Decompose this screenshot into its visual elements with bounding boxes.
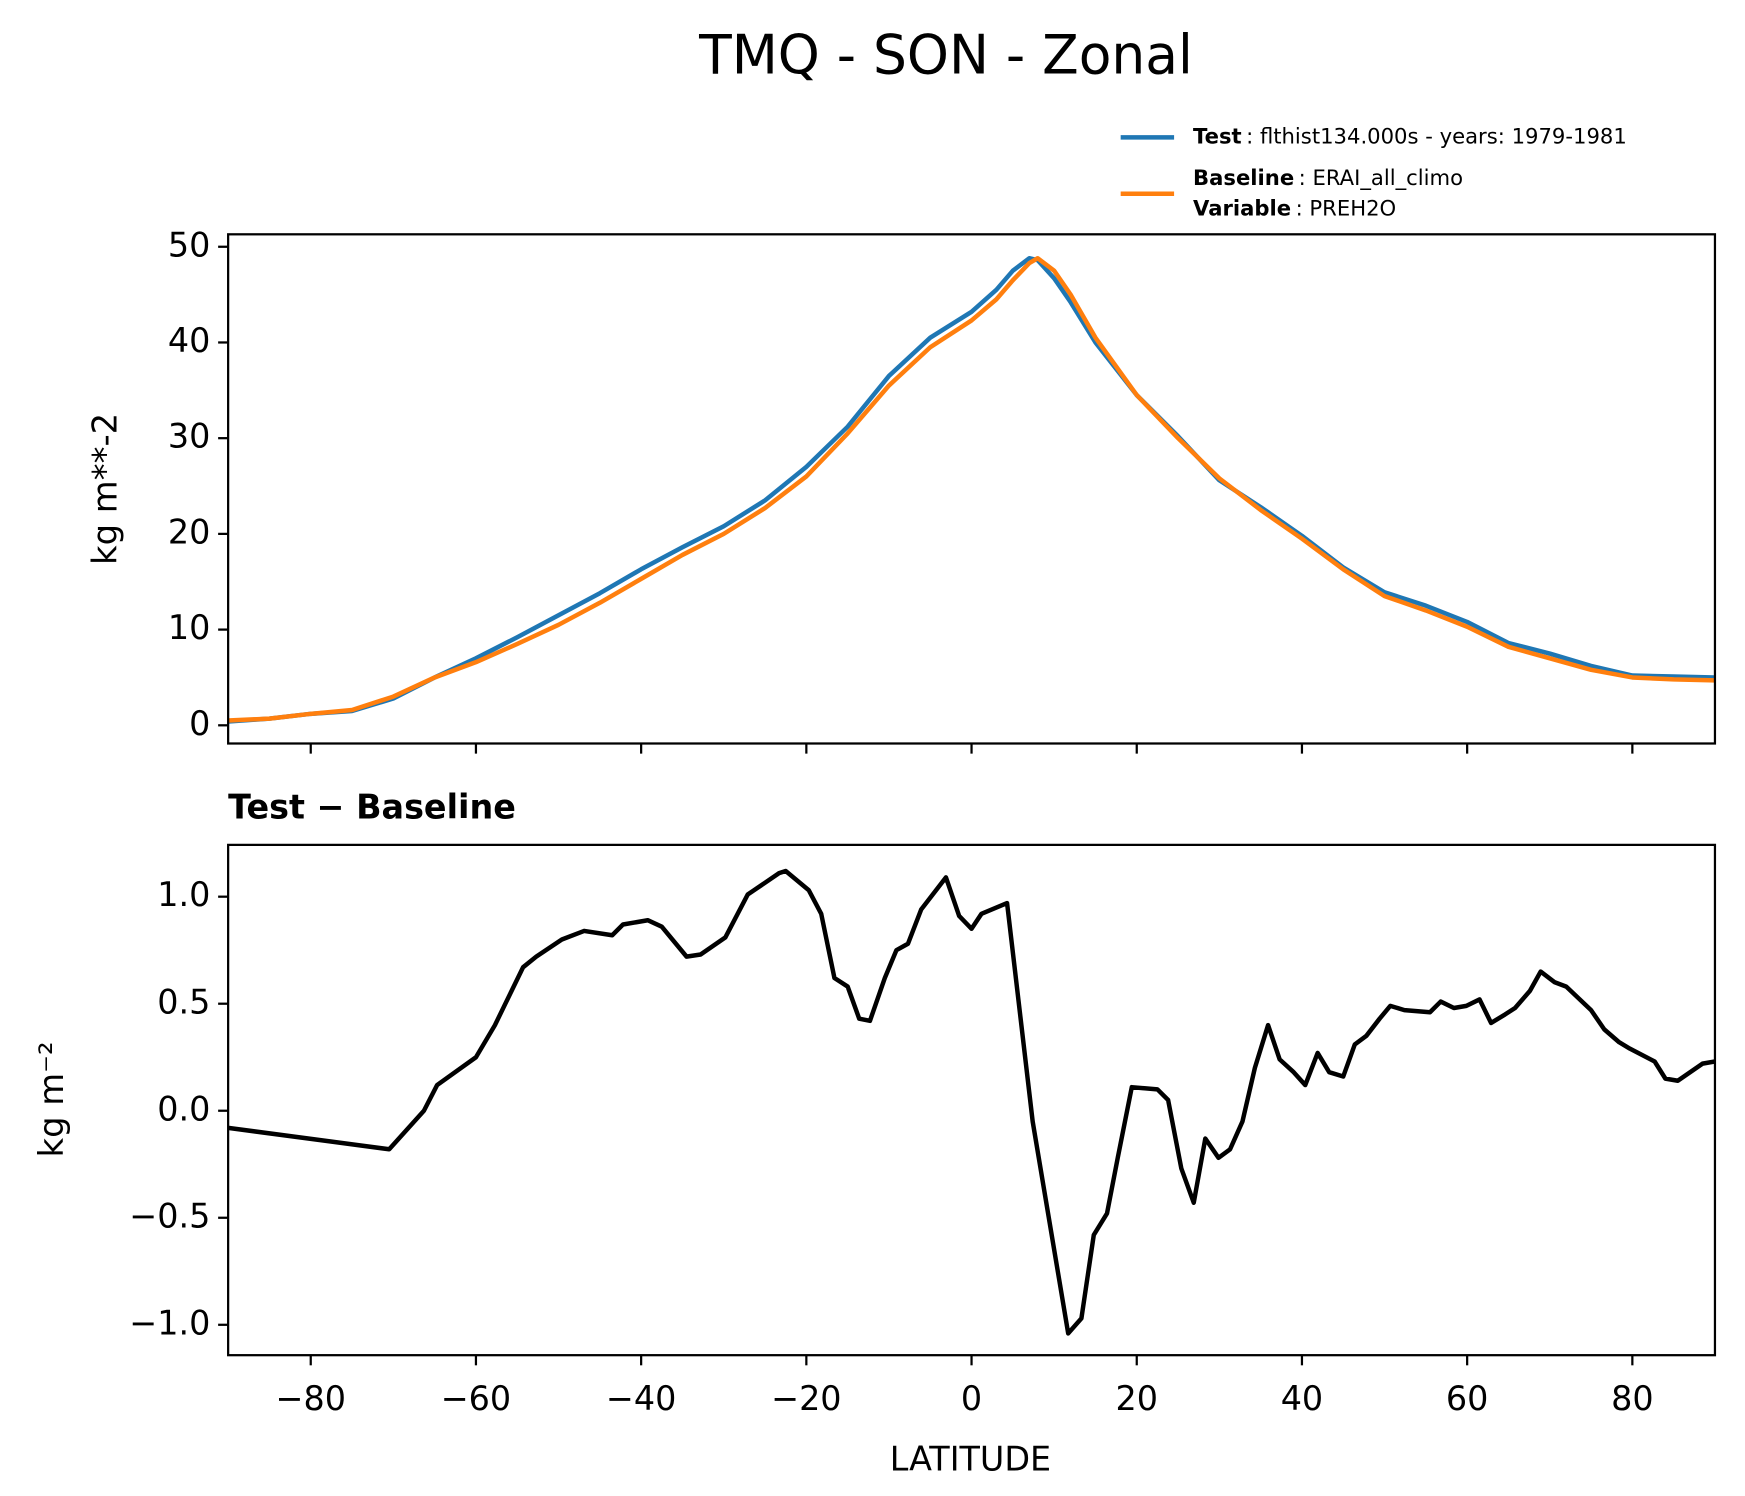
y-tick-label: 20	[168, 512, 210, 551]
legend-name: Variable	[1193, 196, 1291, 221]
y-tick-label: 10	[168, 608, 210, 647]
x-axis-label: LATITUDE	[890, 1439, 1051, 1478]
y-tick-label: 0	[189, 704, 210, 743]
x-tick-label: 60	[1446, 1379, 1488, 1418]
legend-label: Variable: PREH2O	[1193, 196, 1396, 221]
y-tick-label: 30	[168, 417, 210, 456]
x-tick-label: 40	[1281, 1379, 1323, 1418]
x-tick-label: −20	[771, 1379, 841, 1418]
y-tick-label: −1.0	[129, 1303, 210, 1342]
x-tick-label: 0	[961, 1379, 982, 1418]
plot-frame	[227, 233, 1717, 745]
plot-frame	[227, 843, 1717, 1357]
x-tick-label: −60	[441, 1379, 511, 1418]
y-tick-label: 1.0	[157, 875, 210, 914]
y-tick-label: −0.5	[129, 1196, 210, 1235]
x-tick-label: 20	[1116, 1379, 1158, 1418]
x-tick-label: −40	[606, 1379, 676, 1418]
data-line	[228, 255, 1715, 723]
legend-label: Test: flthist134.000s - years: 1979-1981	[1193, 124, 1627, 149]
legend-detail: : flthist134.000s - years: 1979-1981	[1246, 124, 1627, 149]
y-tick-label: 50	[168, 225, 210, 264]
y-axis-label: kg m**-2	[85, 413, 124, 565]
figure-title: TMQ - SON - Zonal	[698, 23, 1193, 86]
y-axis-label: kg m⁻²	[32, 1041, 71, 1157]
legend-detail: : ERAI_all_climo	[1299, 166, 1463, 191]
legend-detail: : PREH2O	[1296, 196, 1397, 221]
panel-title: Test − Baseline	[228, 787, 516, 826]
legend-label: Baseline: ERAI_all_climo	[1193, 166, 1463, 191]
legend-name: Baseline	[1193, 166, 1294, 191]
y-tick-label: 40	[168, 321, 210, 360]
legend-name: Test	[1193, 124, 1242, 149]
data-line	[228, 255, 1715, 724]
x-tick-label: 80	[1611, 1379, 1653, 1418]
y-tick-label: 0.0	[157, 1089, 210, 1128]
x-tick-label: −80	[276, 1379, 346, 1418]
y-tick-label: 0.5	[157, 982, 210, 1021]
data-line	[228, 868, 1715, 1336]
